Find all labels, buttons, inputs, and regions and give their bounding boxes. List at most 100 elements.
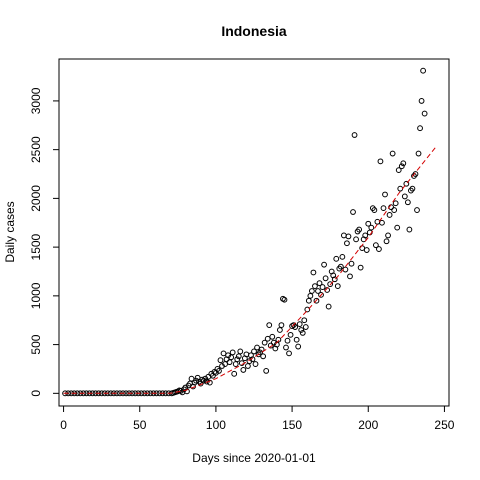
x-tick-label: 150 <box>282 418 302 432</box>
y-tick-label: 2500 <box>29 136 43 163</box>
data-point <box>371 207 378 213</box>
data-point <box>308 288 315 294</box>
data-point <box>334 283 341 290</box>
data-point <box>229 349 236 356</box>
data-point <box>301 317 308 324</box>
data-point <box>258 346 265 353</box>
y-axis: 0 500 1000 1500 2000 2500 3000 <box>29 87 60 397</box>
data-point <box>217 357 224 364</box>
data-point <box>310 269 317 276</box>
data-point <box>406 226 413 233</box>
data-point <box>356 226 363 233</box>
data-point <box>266 322 273 328</box>
data-point <box>415 150 422 157</box>
data-point <box>299 329 306 336</box>
y-tick-label: 3000 <box>29 87 43 114</box>
data-point <box>350 209 356 215</box>
data-point <box>275 336 282 343</box>
data-point <box>322 275 329 282</box>
data-point <box>376 246 382 252</box>
data-point <box>417 125 423 132</box>
data-point <box>193 377 200 384</box>
data-point <box>420 67 427 74</box>
data-point <box>235 353 242 360</box>
x-tick-label: 0 <box>60 418 67 432</box>
data-point <box>398 163 405 170</box>
data-point <box>295 343 302 350</box>
data-point <box>383 238 390 245</box>
data-point <box>339 253 346 260</box>
x-axis: 0 50 100 150 200 250 <box>60 405 455 432</box>
x-axis-label: Days since 2020-01-01 <box>192 451 316 465</box>
data-point <box>380 205 387 212</box>
data-point <box>365 220 372 227</box>
data-point <box>184 388 190 395</box>
y-tick-label: 0 <box>29 390 43 397</box>
data-point <box>226 359 233 366</box>
data-point <box>206 379 213 386</box>
data-point <box>316 280 323 287</box>
data-point <box>362 232 369 239</box>
data-point <box>304 306 311 313</box>
data-point <box>232 361 239 367</box>
data-point <box>296 321 303 328</box>
data-point <box>412 171 419 177</box>
data-point <box>331 276 338 283</box>
data-point <box>401 193 408 200</box>
data-point <box>231 370 238 377</box>
data-point <box>261 339 268 346</box>
data-points <box>62 67 428 397</box>
data-point <box>302 324 309 330</box>
data-point <box>216 368 222 374</box>
data-point <box>363 247 370 253</box>
data-point <box>293 336 300 343</box>
data-point <box>403 180 410 187</box>
data-point <box>254 344 260 351</box>
data-point <box>400 160 407 167</box>
data-point <box>327 281 334 288</box>
data-point <box>252 361 259 367</box>
data-point <box>305 297 312 304</box>
data-point <box>359 245 366 251</box>
data-point <box>344 240 350 247</box>
data-point <box>234 356 241 363</box>
data-point <box>312 283 318 290</box>
data-point <box>382 191 388 198</box>
data-point <box>263 368 270 374</box>
data-point <box>220 350 227 357</box>
data-point <box>240 367 247 373</box>
data-point <box>348 260 355 267</box>
data-point <box>391 207 398 213</box>
data-point <box>321 261 327 268</box>
data-point <box>298 327 305 333</box>
data-point <box>307 292 314 299</box>
data-point <box>276 327 283 333</box>
y-axis-label: Daily cases <box>3 201 17 262</box>
data-point <box>353 236 359 243</box>
data-point <box>357 264 364 271</box>
x-tick-label: 250 <box>434 418 454 432</box>
data-point <box>292 324 299 330</box>
chart-title: Indonesia <box>221 23 287 39</box>
data-point <box>414 207 420 213</box>
data-point <box>372 242 379 249</box>
data-point <box>340 232 347 239</box>
data-point <box>318 291 324 298</box>
data-point <box>351 132 358 138</box>
data-point <box>313 297 320 304</box>
data-point <box>269 333 276 340</box>
trend-line <box>63 145 438 394</box>
data-point <box>287 331 294 338</box>
data-point <box>386 212 393 218</box>
data-point <box>188 375 195 382</box>
data-point <box>397 185 404 192</box>
data-point <box>228 354 235 361</box>
data-point <box>404 199 411 206</box>
data-point <box>379 219 385 226</box>
data-point <box>418 98 425 104</box>
data-point <box>325 303 332 310</box>
data-point <box>409 185 416 192</box>
data-point <box>368 224 375 231</box>
data-point <box>421 110 428 117</box>
